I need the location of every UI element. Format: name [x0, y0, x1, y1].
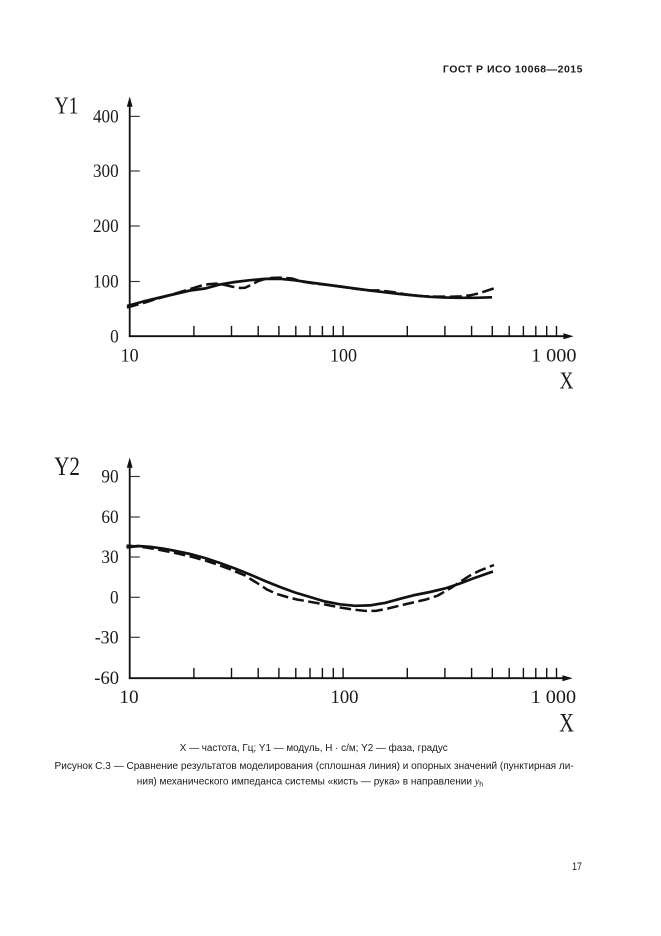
svg-text:400: 400	[93, 108, 119, 128]
svg-text:30: 30	[101, 547, 118, 568]
svg-text:17: 17	[572, 861, 582, 873]
svg-text:-30: -30	[95, 628, 119, 649]
svg-text:90: 90	[101, 467, 118, 488]
svg-text:X: X	[560, 369, 574, 395]
svg-text:-60: -60	[94, 668, 119, 689]
svg-text:10: 10	[121, 346, 139, 367]
svg-text:0: 0	[110, 588, 119, 609]
svg-text:100: 100	[93, 273, 119, 293]
svg-text:1 000: 1 000	[531, 687, 577, 708]
svg-text:Y1: Y1	[55, 93, 79, 119]
svg-text:0: 0	[110, 328, 119, 348]
svg-text:X: X	[559, 708, 574, 737]
svg-text:X — частота, Гц; Y1 — модуль,: X — частота, Гц; Y1 — модуль, Н · с/м; Y…	[180, 743, 448, 754]
svg-text:ния) механического импеданса с: ния) механического импеданса системы «ки…	[137, 776, 483, 788]
svg-text:100: 100	[331, 687, 359, 708]
svg-text:10: 10	[119, 687, 138, 708]
svg-text:Рисунок С.3 — Сравнение резуль: Рисунок С.3 — Сравнение результатов моде…	[55, 761, 574, 772]
svg-text:Y2: Y2	[54, 452, 80, 481]
svg-text:100: 100	[330, 346, 357, 367]
svg-text:60: 60	[101, 507, 118, 528]
svg-text:300: 300	[93, 162, 119, 182]
svg-text:ГОСТ Р ИСО 10068—2015: ГОСТ Р ИСО 10068—2015	[443, 64, 583, 76]
svg-text:200: 200	[93, 217, 119, 237]
svg-text:1 000: 1 000	[531, 346, 577, 367]
